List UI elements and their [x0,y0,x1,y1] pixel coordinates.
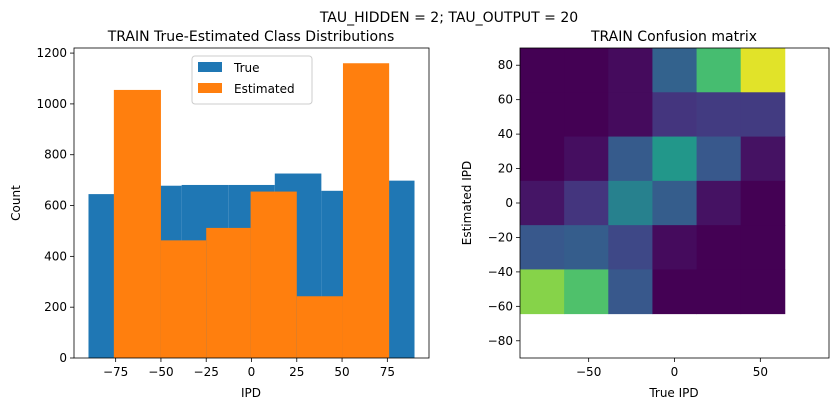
heatmap-cell [608,269,653,315]
confusion-matrix-title: TRAIN Confusion matrix [590,29,757,45]
heatmap-cell [740,225,786,270]
heatmap-cell [696,92,742,137]
heatmap-cell [740,180,786,226]
histogram-y-label: Count [9,185,23,221]
y-tick-label: 80 [498,58,513,72]
heatmap-cell [652,269,697,315]
y-tick-label: 200 [44,300,67,314]
x-tick-label: 75 [380,365,395,379]
legend-swatch-true [198,62,222,72]
heatmap-cell [652,225,697,270]
heatmap-cell [564,225,609,270]
histogram-title: TRAIN True-Estimated Class Distributions [107,29,395,45]
x-tick-label: −75 [103,365,128,379]
heatmap-cell [740,92,786,137]
heatmap-cell [520,136,565,182]
estimated-bar-1 [160,240,207,358]
heatmap-cell [696,136,742,182]
y-tick-label: −60 [488,299,513,313]
estimated-bar-2 [206,227,251,358]
estimated-bar-3 [250,191,297,358]
heatmap-cell [696,269,742,315]
heatmap-cell [520,269,565,315]
y-tick-label: 1000 [36,97,67,111]
y-tick-label: 1200 [36,46,67,60]
x-tick-label: −50 [148,365,173,379]
heatmap-cell [564,136,609,182]
histogram-x-label: IPD [241,386,261,400]
heatmap-cell [520,92,565,137]
estimated-bar-4 [296,296,343,358]
heatmap-cell [608,225,653,270]
heatmap-cell [608,180,653,226]
heatmap-cell [652,180,697,226]
estimated-bar-0 [113,89,161,358]
histogram-legend: True Estimated [191,55,313,105]
confusion-matrix-cells [520,48,786,315]
estimated-bar-5 [342,63,390,358]
heatmap-cell [652,136,697,182]
heatmap-cell [608,92,653,137]
histogram-x-ticks: −75 −50 −25 0 25 50 75 [103,358,395,379]
heatmap-cell [564,48,609,93]
heatmap-cell [740,269,786,315]
heatmap-cell [696,225,742,270]
legend-label-true: True [233,61,260,75]
y-tick-label: 0 [59,351,67,365]
heatmap-cell [564,180,609,226]
x-tick-label: 0 [671,365,679,379]
heatmap-cell [564,269,609,315]
legend-swatch-estimated [198,83,222,93]
x-tick-label: −25 [194,365,219,379]
confusion-matrix-x-label: True IPD [648,386,698,400]
y-tick-label: 600 [44,199,67,213]
heatmap-cell [520,225,565,270]
histogram-y-ticks: 0 200 400 600 800 1000 1200 [36,46,74,365]
heatmap-cell [520,48,565,93]
heatmap-cell [608,48,653,93]
x-tick-label: 50 [753,365,768,379]
y-tick-label: 800 [44,148,67,162]
confusion-matrix-x-ticks: −50 0 50 [576,358,768,379]
y-tick-label: 40 [498,127,513,141]
confusion-matrix-y-label: Estimated IPD [460,161,474,245]
histogram-plot-area [88,63,415,358]
y-tick-label: −20 [488,230,513,244]
confusion-matrix-y-ticks: 80 60 40 20 0 −20 −40 −60 −80 [488,58,520,348]
x-tick-label: 25 [289,365,304,379]
heatmap-cell [652,48,697,93]
x-tick-label: −50 [576,365,601,379]
confusion-matrix-panel: TRAIN Confusion matrix −50 0 50 806040200−… [460,29,830,400]
y-tick-label: 60 [498,93,513,107]
y-tick-label: 20 [498,162,513,176]
heatmap-cell [608,136,653,182]
legend-label-estimated: Estimated [234,82,295,96]
heatmap-cell [740,48,786,93]
x-tick-label: 0 [248,365,256,379]
y-tick-label: 400 [44,249,67,263]
heatmap-cell [564,92,609,137]
heatmap-cell [696,48,742,93]
heatmap-cell [520,180,565,226]
y-tick-label: −40 [488,265,513,279]
x-tick-label: 50 [334,365,349,379]
figure-suptitle: TAU_HIDDEN = 2; TAU_OUTPUT = 20 [319,10,578,26]
y-tick-label: −80 [488,334,513,348]
y-tick-label: 0 [505,196,513,210]
heatmap-cell [652,92,697,137]
heatmap-cell [696,180,742,226]
heatmap-cell [740,136,786,182]
histogram-panel: TRAIN True-Estimated Class Distributions… [9,29,430,400]
